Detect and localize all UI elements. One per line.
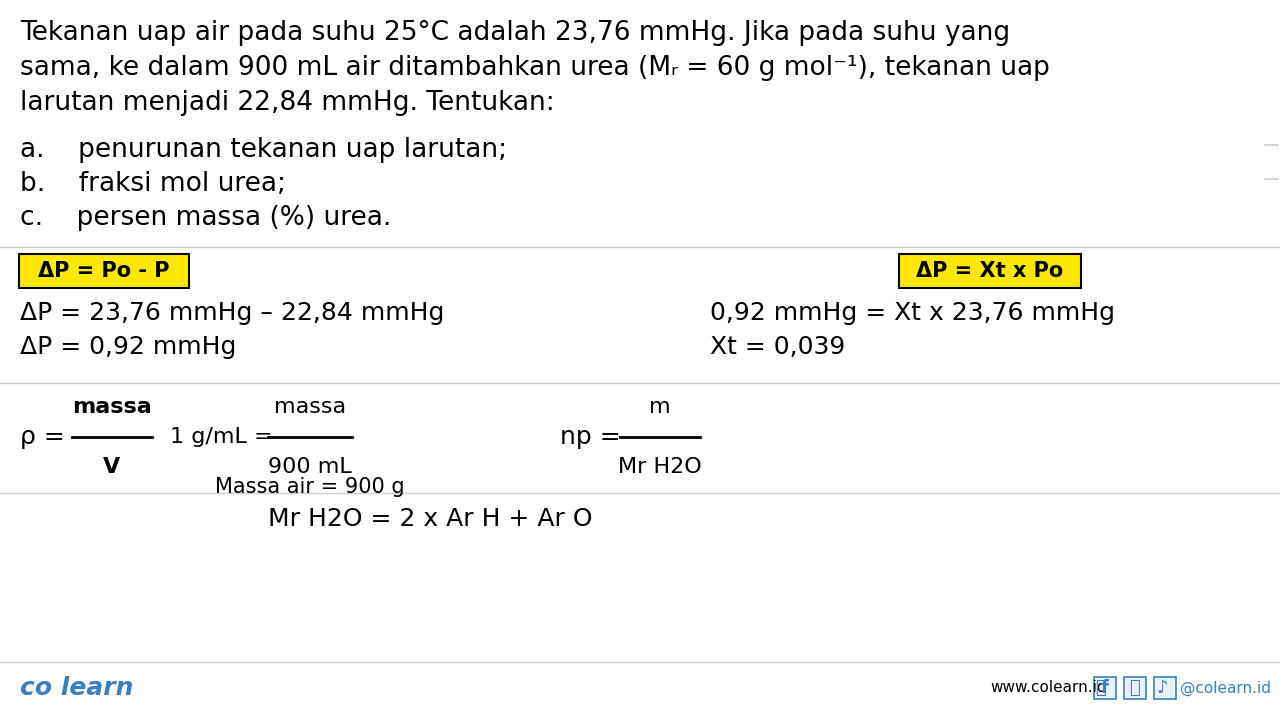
Text: b.    fraksi mol urea;: b. fraksi mol urea;	[20, 171, 285, 197]
Text: co learn: co learn	[20, 676, 133, 700]
Text: m: m	[649, 397, 671, 417]
Text: ΔP = 0,92 mmHg: ΔP = 0,92 mmHg	[20, 335, 237, 359]
FancyBboxPatch shape	[899, 254, 1082, 288]
Text: ΔP = Xt x Po: ΔP = Xt x Po	[916, 261, 1064, 281]
Text: sama, ke dalam 900 mL air ditambahkan urea (Mᵣ = 60 g mol⁻¹), tekanan uap: sama, ke dalam 900 mL air ditambahkan ur…	[20, 55, 1050, 81]
Text: Massa air = 900 g: Massa air = 900 g	[215, 477, 404, 497]
Text: ΔP = 23,76 mmHg – 22,84 mmHg: ΔP = 23,76 mmHg – 22,84 mmHg	[20, 301, 444, 325]
Text: larutan menjadi 22,84 mmHg. Tentukan:: larutan menjadi 22,84 mmHg. Tentukan:	[20, 90, 554, 116]
Text: 🐦: 🐦	[1094, 679, 1106, 697]
FancyBboxPatch shape	[1094, 677, 1116, 699]
Text: ♪: ♪	[1156, 679, 1167, 697]
Text: Xt = 0,039: Xt = 0,039	[710, 335, 845, 359]
Text: massa: massa	[274, 397, 346, 417]
Text: 900 mL: 900 mL	[268, 457, 352, 477]
Text: np =: np =	[561, 425, 621, 449]
Text: f: f	[1101, 679, 1108, 697]
Text: V: V	[104, 457, 120, 477]
FancyBboxPatch shape	[1124, 677, 1146, 699]
Text: a.    penurunan tekanan uap larutan;: a. penurunan tekanan uap larutan;	[20, 137, 507, 163]
Text: 0,92 mmHg = Xt x 23,76 mmHg: 0,92 mmHg = Xt x 23,76 mmHg	[710, 301, 1115, 325]
Text: ρ =: ρ =	[20, 425, 65, 449]
Text: ΔP = Po - P: ΔP = Po - P	[38, 261, 170, 281]
FancyBboxPatch shape	[1155, 677, 1176, 699]
Text: www.colearn.id: www.colearn.id	[989, 680, 1107, 696]
Text: c.    persen massa (%) urea.: c. persen massa (%) urea.	[20, 205, 392, 231]
Text: Mr H2O: Mr H2O	[618, 457, 701, 477]
Text: Mr H2O = 2 x Ar H + Ar O: Mr H2O = 2 x Ar H + Ar O	[268, 507, 593, 531]
Text: @colearn.id: @colearn.id	[1180, 680, 1271, 696]
FancyBboxPatch shape	[19, 254, 189, 288]
Text: massa: massa	[72, 397, 152, 417]
Text: Ⓘ: Ⓘ	[1130, 679, 1140, 697]
Text: Tekanan uap air pada suhu 25°C adalah 23,76 mmHg. Jika pada suhu yang: Tekanan uap air pada suhu 25°C adalah 23…	[20, 20, 1010, 46]
Text: 1 g/mL =: 1 g/mL =	[170, 427, 273, 447]
